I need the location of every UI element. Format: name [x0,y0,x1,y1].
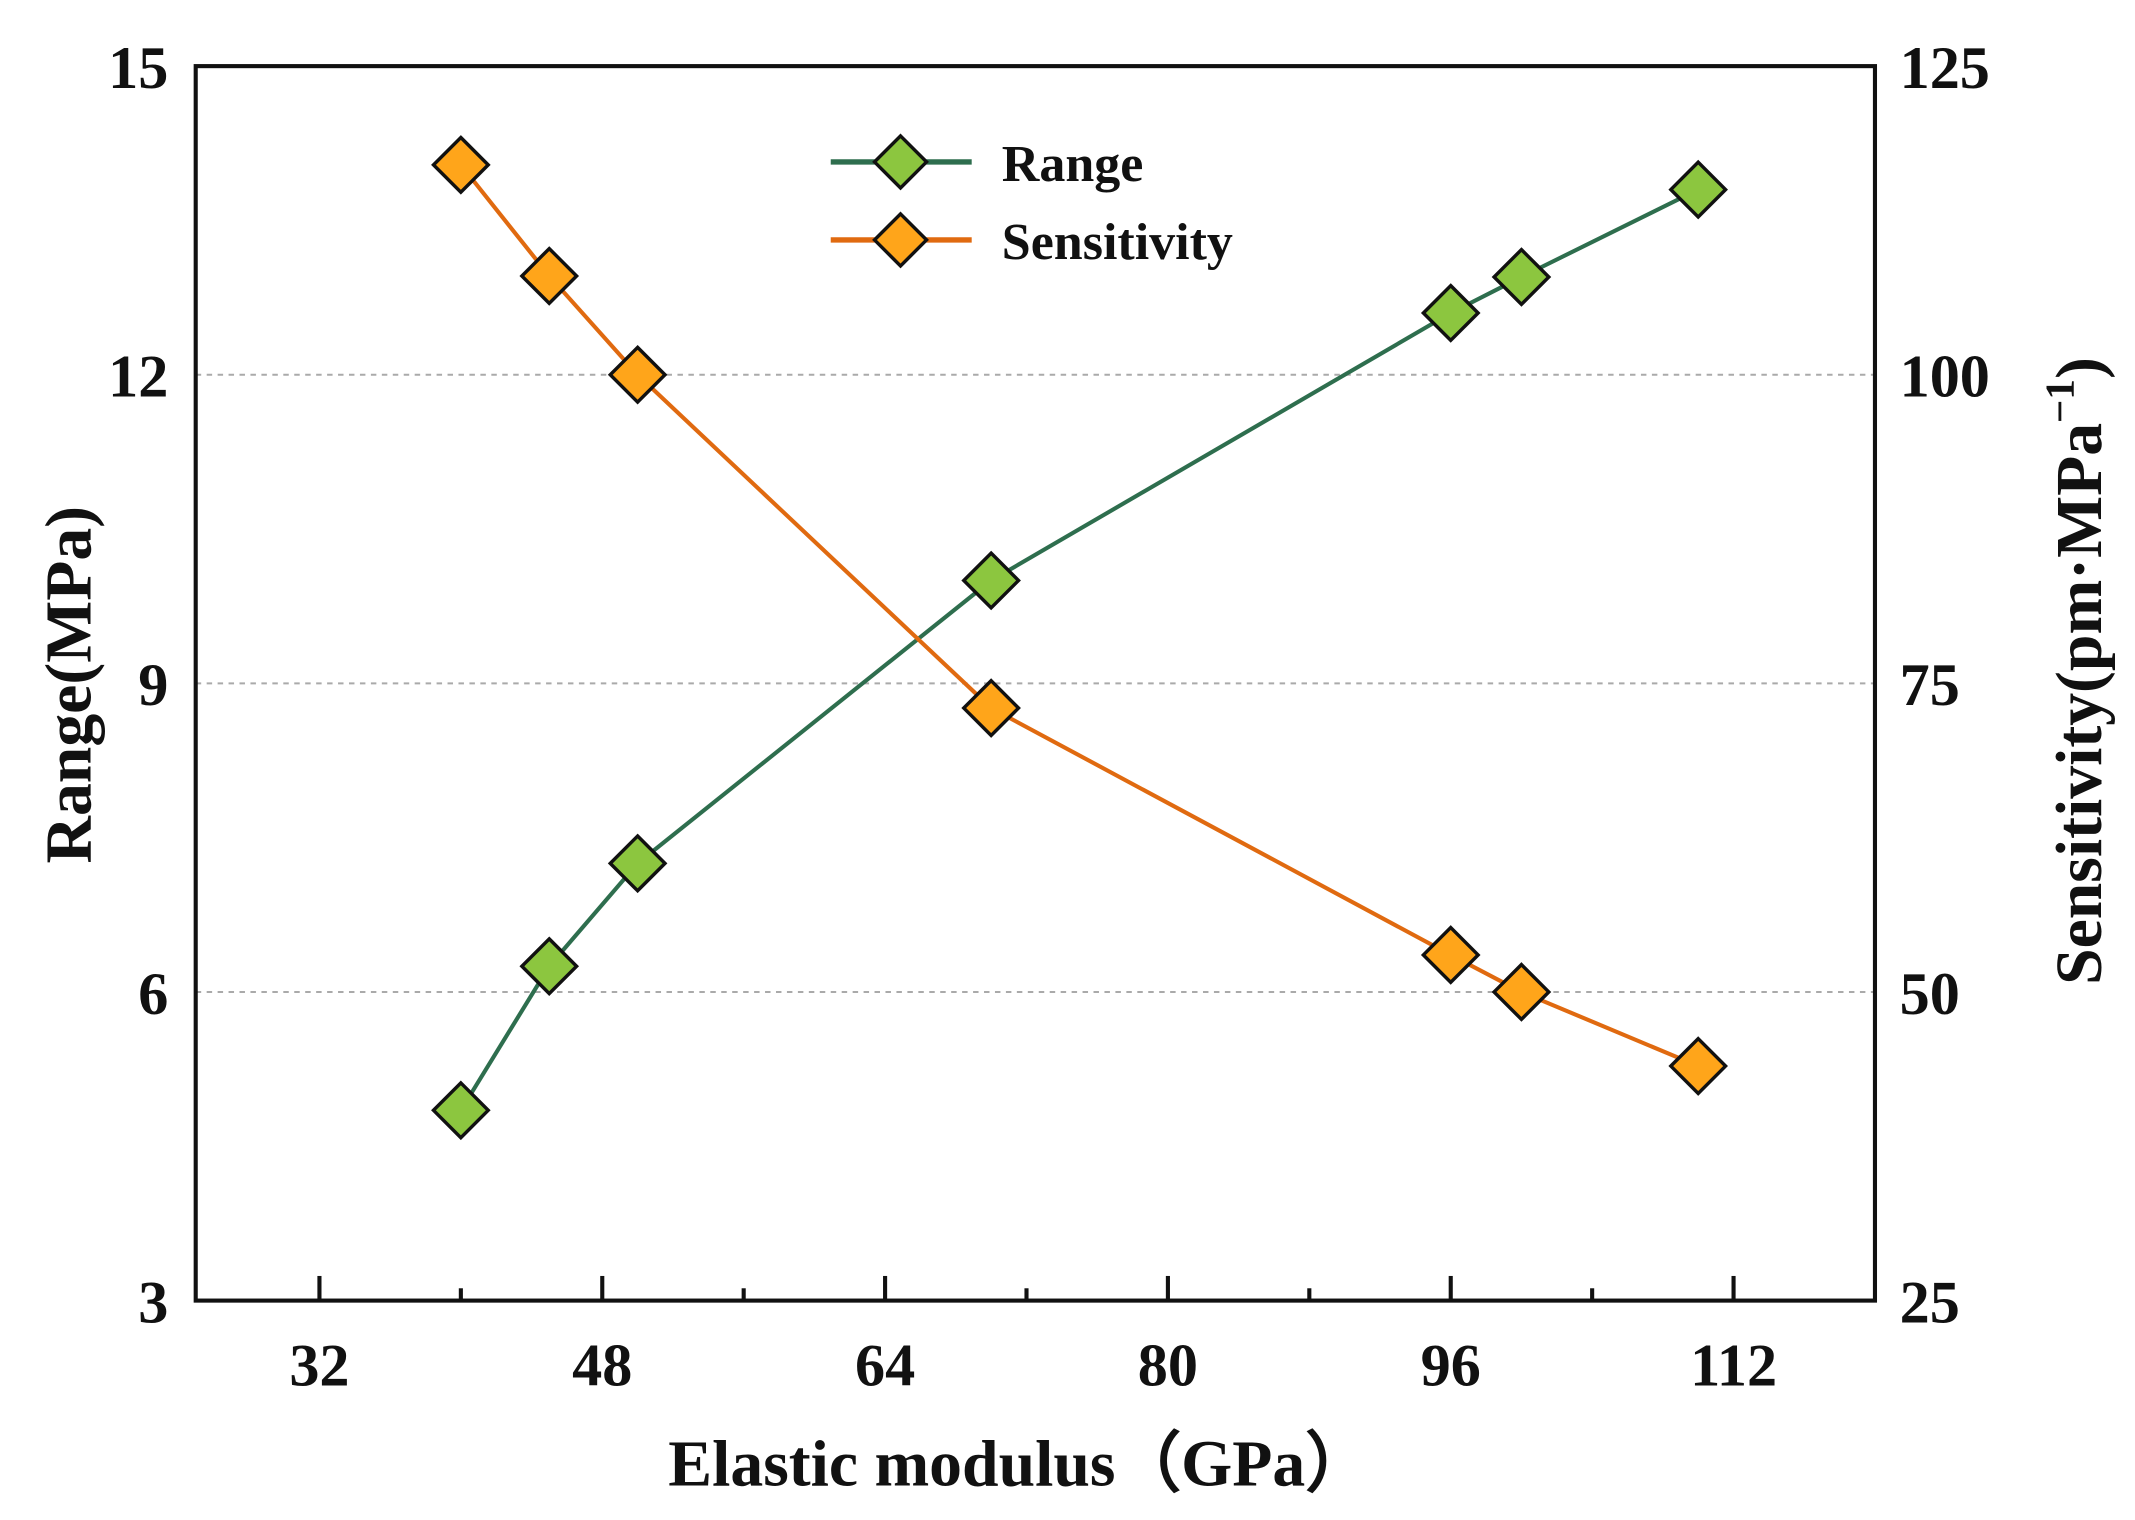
y-tick-label: 3 [138,1269,168,1336]
y2-tick-label: 125 [1900,35,1990,102]
ticks: 3 6 9 12 15 25 50 75 100 125 32 48 64 80 96 112 [108,35,1990,1399]
data-point-range [431,1080,491,1141]
x-tick-label: 64 [855,1332,915,1399]
data-point-sensitivity [961,678,1021,738]
x-tick-label: 48 [572,1332,632,1399]
y2-tick-label: 25 [1900,1269,1960,1336]
legend-sensitivity-marker [872,211,929,269]
data-point-range [607,833,668,894]
series [431,135,1728,1141]
data-point-sensitivity [519,246,580,306]
data-point-sensitivity [1420,925,1481,985]
gridlines [195,373,1875,994]
legend-range-label: Range [1002,136,1144,193]
legend-range-marker [872,133,929,191]
y-tick-label: 9 [138,652,168,719]
y2-tick-label: 50 [1900,961,1960,1028]
series-line-sensitivity [459,163,1699,1068]
x-tick-label: 112 [1690,1332,1777,1399]
plot-frame [193,64,1878,1303]
y2-tick-label: 75 [1900,652,1960,719]
y2-tick-label: 100 [1900,344,1990,411]
data-point-range [961,550,1021,611]
y2-axis-label: Sensitivity(pm·MPa−1) [2036,357,2115,985]
legend-sensitivity-label: Sensitivity [1002,214,1233,271]
data-point-range [1491,247,1552,307]
x-tick-label: 96 [1421,1332,1481,1399]
x-axis-label: Elastic modulus（GPa） [668,1427,1371,1500]
y-tick-label: 6 [138,961,168,1028]
x-tick-label: 80 [1138,1332,1198,1399]
data-point-sensitivity [431,135,491,195]
data-point-range [1420,283,1481,343]
y-axis-label: Range(MPa) [32,506,105,864]
legend: Range Sensitivity [830,133,1233,271]
data-point-sensitivity [1491,962,1552,1022]
data-point-sensitivity [607,344,668,405]
y-tick-label: 12 [108,344,168,411]
data-point-sensitivity [1668,1036,1728,1096]
x-tick-label: 32 [289,1332,349,1399]
data-point-range [519,936,580,997]
y-tick-label: 15 [108,35,168,102]
data-point-range [1668,159,1728,220]
